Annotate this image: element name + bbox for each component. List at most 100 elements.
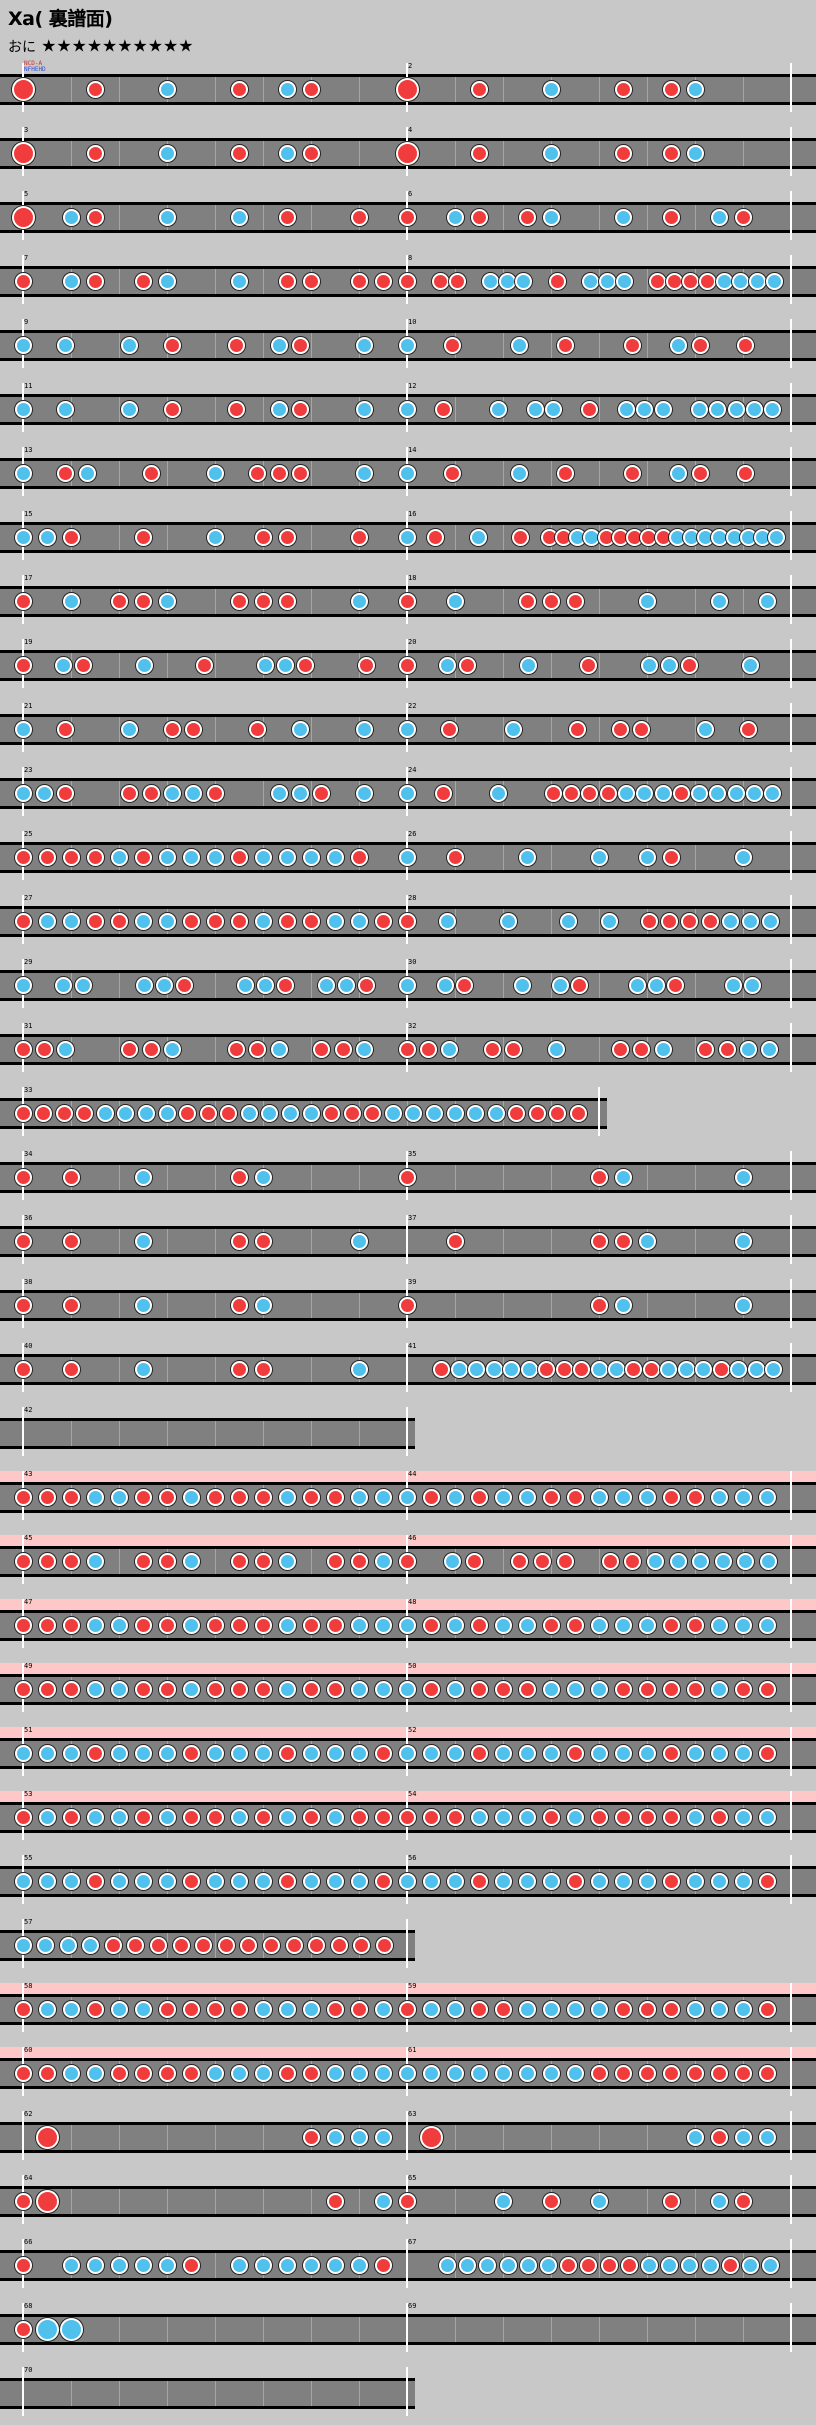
- ka-note: [734, 1745, 752, 1762]
- beat-gridline: [215, 333, 216, 358]
- don-note: [62, 1809, 80, 1826]
- beat-gridline: [167, 2125, 168, 2150]
- ka-note: [765, 1361, 783, 1378]
- don-note: [470, 209, 488, 226]
- don-note: [38, 2065, 56, 2082]
- don-note: [470, 2001, 488, 2018]
- ka-note: [727, 785, 745, 802]
- lane-mid: [0, 2125, 816, 2150]
- beat-gridline: [119, 1421, 120, 1446]
- barline: [406, 2303, 408, 2352]
- beat-gridline: [311, 397, 312, 422]
- don-note: [580, 2257, 598, 2274]
- ka-note: [661, 657, 679, 674]
- ka-note: [542, 1745, 560, 1762]
- score-row: 66 67: [0, 2233, 816, 2297]
- note-lane: 55 56: [0, 1855, 816, 1904]
- don-note: [662, 145, 680, 162]
- note-lane: 62 63: [0, 2111, 816, 2160]
- note-lane: 9 10: [0, 319, 816, 368]
- don-note: [86, 1745, 104, 1762]
- note-lane: 19 20: [0, 639, 816, 688]
- don-note: [470, 1489, 488, 1506]
- ka-note: [86, 2065, 104, 2082]
- barline: [790, 255, 792, 304]
- measure-number: 22: [408, 702, 417, 710]
- don-note: [667, 977, 685, 994]
- don-note: [206, 2001, 224, 2018]
- don-note: [470, 81, 488, 98]
- beat-gridline: [551, 845, 552, 870]
- lane-bot: [0, 2086, 816, 2089]
- ka-note: [254, 1297, 272, 1314]
- beat-gridline: [359, 1421, 360, 1446]
- don-note: [254, 1233, 272, 1250]
- beat-gridline: [215, 2189, 216, 2214]
- ka-note: [236, 977, 254, 994]
- ka-note: [539, 2257, 557, 2274]
- don-note: [14, 2193, 32, 2210]
- ka-note: [615, 273, 633, 290]
- beat-gridline: [119, 461, 120, 486]
- ka-note: [710, 2193, 728, 2210]
- ka-note: [62, 2065, 80, 2082]
- don-note: [158, 1489, 176, 1506]
- don-note: [278, 1873, 296, 1890]
- don-note: [158, 2065, 176, 2082]
- note-lane: 17 18: [0, 575, 816, 624]
- note-lane: 34 35: [0, 1151, 816, 1200]
- ka-note: [518, 849, 536, 866]
- ka-note: [350, 1873, 368, 1890]
- measure-number: 19: [24, 638, 33, 646]
- don-note: [446, 1233, 464, 1250]
- ka-note: [691, 785, 709, 802]
- ka-note: [230, 2257, 248, 2274]
- don-note: [662, 2193, 680, 2210]
- don-note: [121, 1041, 139, 1058]
- beat-gridline: [503, 461, 504, 486]
- ka-note: [350, 2257, 368, 2274]
- score-row: 53 54: [0, 1785, 816, 1849]
- ka-note: [59, 1937, 77, 1954]
- ka-note: [163, 785, 181, 802]
- don-note: [758, 2065, 776, 2082]
- don-note: [62, 1169, 80, 1186]
- ka-note: [135, 657, 153, 674]
- lane-bot: [0, 934, 816, 937]
- don-note: [254, 1681, 272, 1698]
- don-note: [350, 1809, 368, 1826]
- don-note: [710, 2065, 728, 2082]
- beat-gridline: [167, 525, 168, 550]
- ka-note: [134, 1169, 152, 1186]
- ka-note: [438, 657, 456, 674]
- ka-note: [628, 977, 646, 994]
- course-row: おに ★★★★★★★★★★: [8, 36, 194, 58]
- don-big-note: [395, 142, 419, 165]
- beat-gridline: [311, 2381, 312, 2406]
- don-note: [230, 1489, 248, 1506]
- beat-gridline: [359, 2317, 360, 2342]
- ka-note: [560, 913, 578, 930]
- don-note: [302, 2129, 320, 2146]
- ka-note: [737, 1553, 755, 1570]
- beat-gridline: [263, 781, 264, 806]
- don-note: [734, 209, 752, 226]
- beat-gridline: [503, 525, 504, 550]
- ka-note: [734, 1297, 752, 1314]
- ka-note: [158, 81, 176, 98]
- beat-gridline: [743, 973, 744, 998]
- don-note: [556, 465, 574, 482]
- don-note: [62, 849, 80, 866]
- ka-note: [686, 1809, 704, 1826]
- ka-note: [762, 2257, 780, 2274]
- beat-gridline: [551, 2317, 552, 2342]
- note-lane: 11 12: [0, 383, 816, 432]
- don-note: [62, 1297, 80, 1314]
- beat-gridline: [695, 1037, 696, 1062]
- don-note: [686, 1617, 704, 1634]
- generator-stamp: NCD-A NFHEHD: [24, 61, 46, 73]
- beat-gridline: [695, 845, 696, 870]
- don-note: [62, 1361, 80, 1378]
- ka-note: [617, 401, 635, 418]
